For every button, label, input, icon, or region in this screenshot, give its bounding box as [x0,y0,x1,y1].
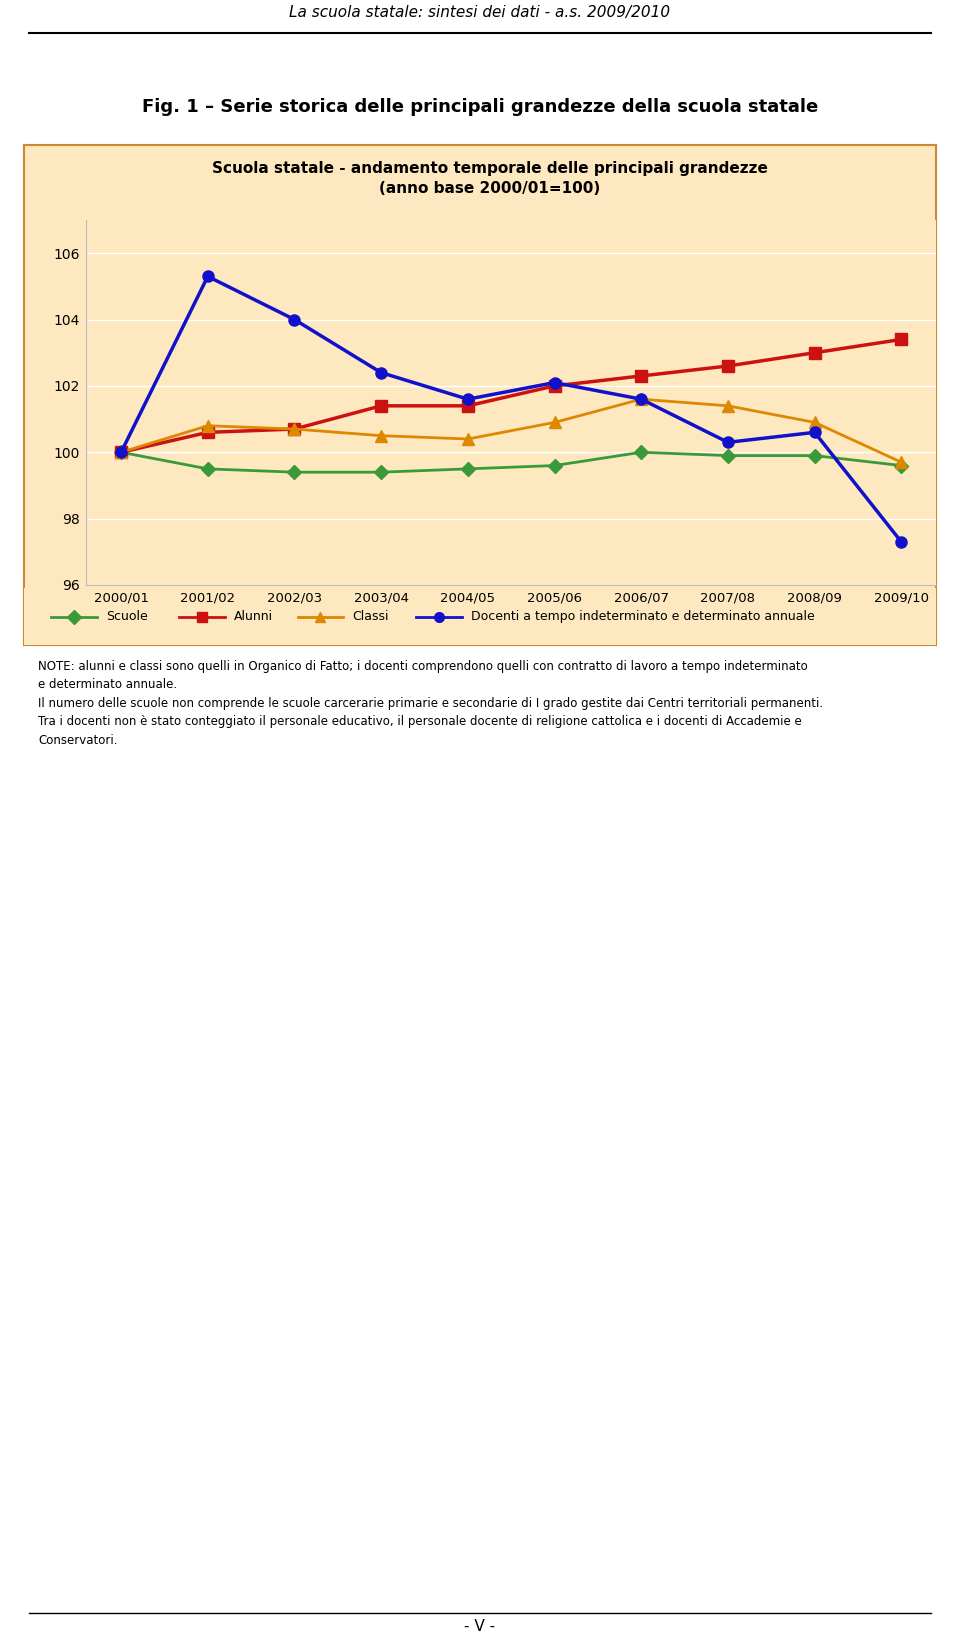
Text: Docenti a tempo indeterminato e determinato annuale: Docenti a tempo indeterminato e determin… [470,609,815,623]
Text: - V -: - V - [465,1619,495,1634]
Text: La scuola statale: sintesi dei dati - a.s. 2009/2010: La scuola statale: sintesi dei dati - a.… [289,5,671,20]
Text: Classi: Classi [352,609,389,623]
Text: Scuole: Scuole [106,609,148,623]
Text: Alunni: Alunni [234,609,273,623]
Text: Fig. 1 – Serie storica delle principali grandezze della scuola statale: Fig. 1 – Serie storica delle principali … [142,98,818,116]
Text: Scuola statale - andamento temporale delle principali grandezze
(anno base 2000/: Scuola statale - andamento temporale del… [211,162,768,196]
Text: NOTE: alunni e classi sono quelli in Organico di Fatto; i docenti comprendono qu: NOTE: alunni e classi sono quelli in Org… [38,660,824,747]
